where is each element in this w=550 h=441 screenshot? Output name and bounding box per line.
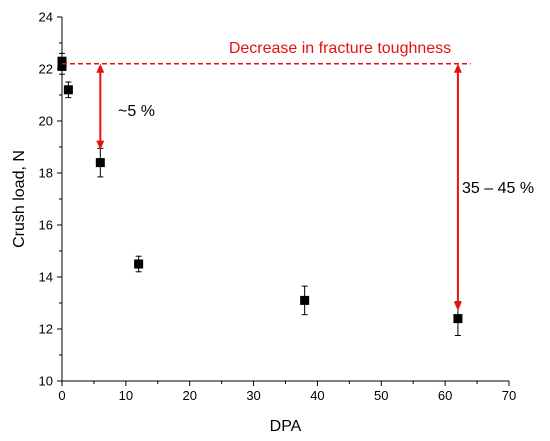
- x-tick-label: 70: [502, 388, 516, 403]
- data-point: [57, 58, 67, 75]
- arrow-left-head-bottom: [96, 140, 105, 150]
- y-tick-label: 20: [39, 114, 53, 129]
- x-tick-label: 20: [182, 388, 196, 403]
- x-tick-label: 30: [246, 388, 260, 403]
- square-marker: [300, 295, 310, 305]
- square-marker: [63, 85, 73, 95]
- y-tick-label: 14: [39, 270, 53, 285]
- arrow-right-head-top: [453, 63, 462, 73]
- x-tick-label: 60: [438, 388, 452, 403]
- square-marker: [134, 259, 144, 269]
- x-tick-label: 10: [119, 388, 133, 403]
- square-marker: [57, 61, 67, 71]
- x-axis-label: DPA: [270, 418, 302, 435]
- data-point: [95, 147, 105, 178]
- x-tick-label: 40: [310, 388, 324, 403]
- data-points: [57, 52, 463, 336]
- y-tick-label: 24: [39, 10, 53, 25]
- data-point: [63, 81, 73, 99]
- annotation-right-label: 35 – 45 %: [462, 180, 534, 197]
- y-axis-ticks: 10 12 14 16 18 20 22 24: [39, 10, 62, 389]
- data-point: [134, 255, 144, 273]
- square-marker: [453, 314, 463, 324]
- annotation-left-label: ~5 %: [118, 103, 155, 120]
- y-tick-label: 10: [39, 374, 53, 389]
- x-tick-label: 0: [58, 388, 65, 403]
- square-marker: [95, 158, 105, 168]
- x-axis-ticks: 0 10 20 30 40 50 60 70: [58, 381, 516, 403]
- arrow-left-head-top: [96, 63, 105, 73]
- y-tick-label: 18: [39, 166, 53, 181]
- y-axis-label: Crush load, N: [11, 150, 28, 248]
- annotations: Decrease in fracture toughness ~5 % 35 – 4…: [62, 40, 534, 311]
- y-tick-label: 12: [39, 322, 53, 337]
- x-tick-label: 50: [374, 388, 388, 403]
- plot-frame: [61, 17, 509, 382]
- annotation-title: Decrease in fracture toughness: [229, 40, 451, 57]
- y-tick-label: 22: [39, 62, 53, 77]
- arrow-right-head-bottom: [453, 301, 462, 311]
- data-point: [300, 285, 310, 316]
- y-tick-label: 16: [39, 218, 53, 233]
